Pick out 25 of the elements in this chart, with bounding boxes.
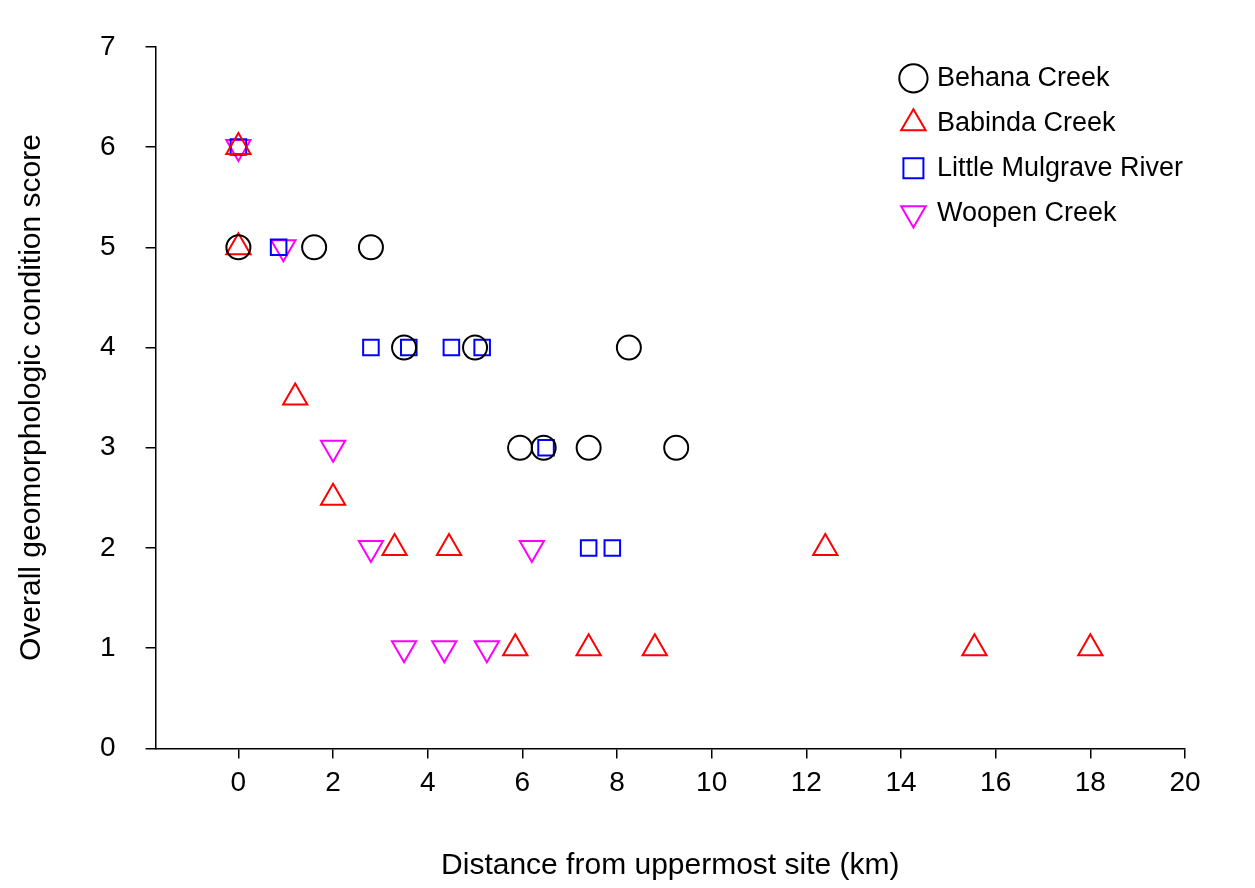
- x-tick-label: 4: [419, 765, 436, 797]
- y-tick-label: 0: [99, 731, 116, 763]
- x-tick-label: 16: [980, 765, 1012, 797]
- y-axis-title: Overall geomorphologic condition score: [13, 134, 47, 662]
- x-axis-title: Distance from uppermost site (km): [441, 847, 900, 881]
- legend-label: Little Mulgrave River: [936, 151, 1184, 182]
- y-tick-label: 4: [99, 330, 116, 362]
- y-tick-label: 7: [99, 29, 116, 61]
- x-tick-label: 14: [885, 765, 917, 797]
- x-tick-label: 10: [696, 765, 728, 797]
- x-tick-label: 6: [514, 765, 531, 797]
- x-tick-label: 18: [1074, 765, 1106, 797]
- legend-label: Babinda Creek: [936, 106, 1117, 137]
- x-tick-label: 2: [325, 765, 341, 797]
- legend-label: Woopen Creek: [936, 196, 1118, 227]
- y-tick-label: 6: [99, 129, 116, 161]
- y-tick-label: 3: [99, 430, 116, 462]
- y-tick-label: 2: [99, 530, 116, 562]
- x-tick-label: 0: [230, 765, 247, 797]
- y-tick-label: 1: [99, 630, 116, 662]
- x-tick-label: 12: [790, 765, 822, 797]
- y-tick-label: 5: [99, 229, 116, 261]
- x-tick-label: 20: [1169, 765, 1201, 797]
- x-tick-label: 8: [609, 765, 625, 797]
- legend-label: Behana Creek: [936, 61, 1111, 92]
